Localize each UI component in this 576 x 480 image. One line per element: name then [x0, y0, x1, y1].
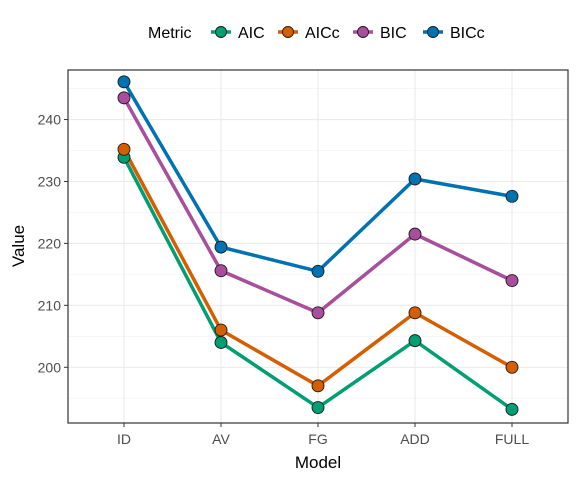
data-point-aicc: [311, 379, 325, 393]
data-point-aicc: [408, 306, 422, 320]
data-point-aic: [214, 336, 228, 349]
y-tick-label: 230: [38, 173, 62, 189]
y-tick-label: 220: [38, 235, 62, 251]
legend-key-point-bicc: [427, 26, 439, 38]
x-tick-label: FULL: [495, 431, 529, 447]
data-point-bic: [214, 264, 228, 278]
legend-label-bic: BIC: [380, 25, 407, 42]
x-axis-title: Model: [295, 453, 341, 472]
legend-key-point-bic: [357, 26, 369, 38]
legend-item-bicc: BICc: [423, 25, 485, 42]
legend-label-aicc: AICc: [305, 25, 340, 42]
data-point-bicc: [408, 172, 422, 186]
data-point-bic: [311, 306, 325, 320]
x-tick-label: ID: [117, 431, 131, 447]
x-tick-label: AV: [212, 431, 230, 447]
data-point-aic: [505, 402, 519, 416]
legend-item-aic: AIC: [211, 25, 265, 42]
data-point-bicc: [117, 75, 131, 89]
legend-key-point-aicc: [282, 26, 294, 38]
legend-title: Metric: [148, 25, 192, 42]
data-point-bic: [505, 274, 519, 288]
y-axis-title: Value: [9, 225, 28, 267]
y-tick-label: 200: [38, 359, 62, 375]
data-point-aic: [408, 334, 422, 348]
legend-item-aicc: AICc: [278, 25, 340, 42]
legend-item-bic: BIC: [353, 25, 407, 42]
data-point-bic: [117, 91, 131, 105]
x-tick-label: FG: [308, 431, 327, 447]
data-point-aicc: [214, 323, 228, 337]
y-tick-label: 240: [38, 112, 62, 128]
legend-label-bicc: BICc: [450, 25, 485, 42]
data-point-bicc: [214, 240, 228, 254]
data-point-bicc: [311, 264, 325, 278]
data-point-aicc: [505, 360, 519, 374]
x-tick-label: ADD: [400, 431, 430, 447]
legend-label-aic: AIC: [238, 25, 265, 42]
data-point-aic: [311, 401, 325, 414]
legend-key-point-aic: [215, 26, 227, 38]
y-tick-label: 210: [38, 297, 62, 313]
legend: Metric AIC AICc BIC BICc: [148, 25, 485, 42]
data-point-aicc: [117, 142, 131, 156]
data-point-bic: [408, 227, 422, 241]
data-point-bicc: [505, 189, 519, 203]
